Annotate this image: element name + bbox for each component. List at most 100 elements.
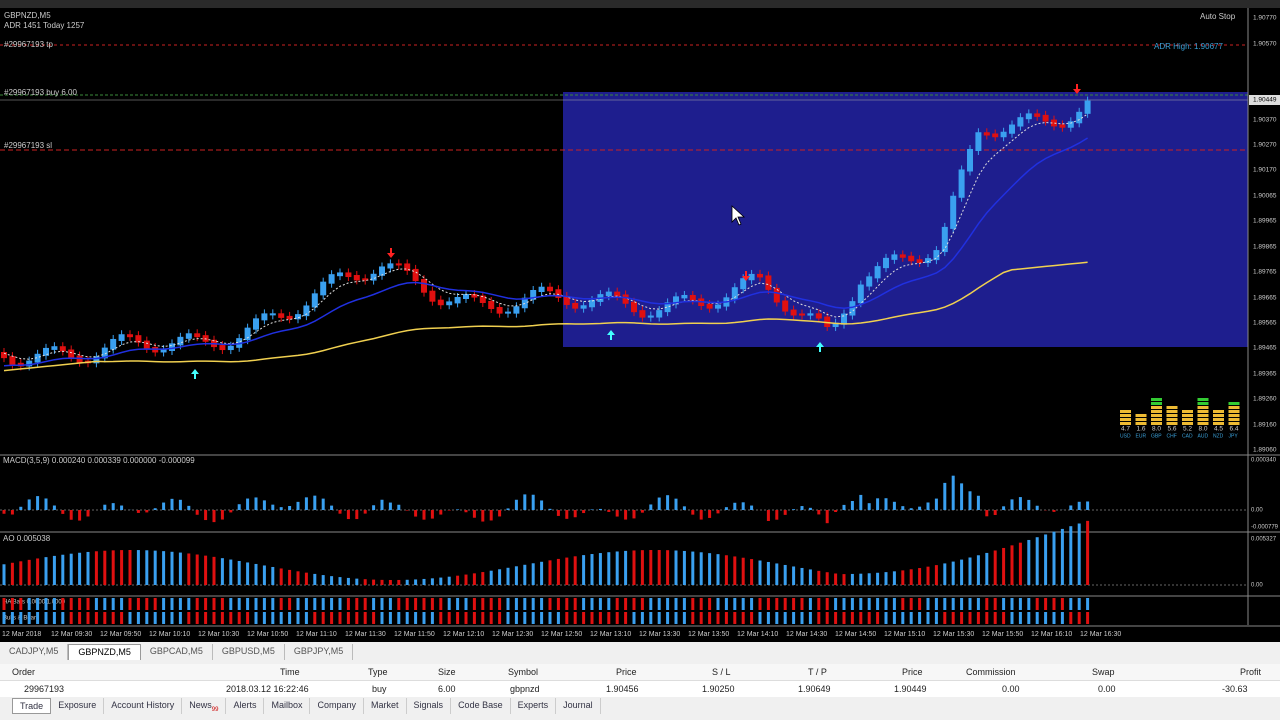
ma-fast bbox=[3, 113, 1088, 360]
buy-arrow bbox=[816, 342, 824, 352]
bottom-tab[interactable]: Code Base bbox=[451, 698, 511, 714]
ao-bar bbox=[61, 554, 65, 585]
strength-bar bbox=[1166, 410, 1178, 413]
bottom-tab[interactable]: Signals bbox=[407, 698, 452, 714]
candle bbox=[496, 307, 503, 314]
candle bbox=[370, 273, 377, 281]
candle bbox=[513, 306, 520, 314]
macd-bar bbox=[447, 510, 451, 511]
bottom-tab[interactable]: Market bbox=[364, 698, 407, 714]
ao-bar bbox=[960, 559, 964, 585]
ao-bar bbox=[120, 550, 124, 585]
bb-bar bbox=[750, 612, 754, 624]
candle bbox=[488, 300, 495, 310]
ao-bar bbox=[346, 577, 350, 585]
ao-bar bbox=[985, 552, 989, 585]
macd-bar bbox=[27, 499, 31, 510]
bottom-tab[interactable]: Experts bbox=[511, 698, 557, 714]
cell: 1.90456 bbox=[606, 684, 639, 694]
ha-bar bbox=[993, 598, 997, 610]
macd-bar bbox=[288, 506, 292, 510]
chart-tab[interactable]: GBPJPY,M5 bbox=[285, 644, 354, 660]
chart-tab[interactable]: GBPCAD,M5 bbox=[141, 644, 213, 660]
strength-bar bbox=[1213, 418, 1224, 421]
ha-bar bbox=[808, 598, 812, 610]
ha-bar bbox=[531, 598, 535, 610]
macd-label: MACD(3,5,9) 0.000240 0.000339 0.000000 -… bbox=[3, 456, 195, 465]
bb-bar bbox=[1069, 612, 1073, 624]
bb-bar bbox=[724, 612, 728, 624]
ao-bar bbox=[783, 564, 787, 585]
ao-bar bbox=[1018, 542, 1022, 585]
ao-bar bbox=[792, 566, 796, 585]
bb-bar bbox=[170, 612, 174, 624]
bb-bar bbox=[246, 612, 250, 624]
macd-axis-label: 0.00 bbox=[1251, 508, 1263, 514]
strength-bar bbox=[1166, 406, 1178, 409]
ha-bar bbox=[582, 598, 586, 610]
bottom-tab[interactable]: Trade bbox=[12, 698, 52, 714]
bb-bar bbox=[489, 612, 493, 624]
ao-axis-label: 0.005327 bbox=[1251, 537, 1277, 543]
cell: 6.00 bbox=[438, 684, 456, 694]
bottom-tab[interactable]: Company bbox=[310, 698, 365, 714]
bottom-tab[interactable]: Account History bbox=[104, 698, 183, 714]
ma-slow bbox=[3, 261, 1088, 372]
bb-bar bbox=[1035, 612, 1039, 624]
ao-bar bbox=[766, 561, 770, 585]
candle bbox=[261, 313, 268, 321]
ao-bar bbox=[170, 551, 174, 585]
macd-bar bbox=[36, 496, 40, 510]
ao-bar bbox=[1052, 531, 1056, 585]
macd-bar bbox=[69, 510, 73, 520]
ao-bar bbox=[162, 551, 166, 585]
bb-bar bbox=[960, 612, 964, 624]
table-row[interactable]: 29967193 2018.03.12 16:22:46 buy 6.00 gbpnzd… bbox=[0, 681, 1280, 697]
bottom-tab[interactable]: News99 bbox=[182, 698, 227, 714]
bb-bar bbox=[540, 612, 544, 624]
chart-tab[interactable]: GBPUSD,M5 bbox=[213, 644, 285, 660]
strength-bar bbox=[1120, 410, 1131, 413]
bb-bar bbox=[178, 612, 182, 624]
time-label: 12 Mar 2018 bbox=[2, 631, 41, 638]
macd-bar bbox=[960, 483, 964, 510]
toolbar bbox=[0, 0, 1280, 8]
ao-bar bbox=[640, 550, 644, 585]
ao-bar bbox=[758, 560, 762, 585]
bottom-tab[interactable]: Exposure bbox=[51, 698, 105, 714]
bb-bar bbox=[69, 612, 73, 624]
price-label: 1.90770 bbox=[1253, 15, 1277, 22]
macd-bar bbox=[506, 508, 510, 510]
macd-bar bbox=[279, 507, 283, 510]
bottom-tab[interactable]: Mailbox bbox=[264, 698, 311, 714]
ha-bar bbox=[1010, 598, 1014, 610]
macd-bar bbox=[439, 510, 443, 515]
ao-bar bbox=[27, 559, 31, 585]
ao-bar bbox=[548, 560, 552, 585]
cell: 0.00 bbox=[1098, 684, 1116, 694]
chart-tab[interactable]: GBPNZD,M5 bbox=[68, 644, 141, 660]
ha-bar bbox=[153, 598, 157, 610]
price-label: 1.89160 bbox=[1253, 422, 1277, 429]
bb-bar bbox=[195, 612, 199, 624]
ao-axis-label: 0.00 bbox=[1251, 583, 1263, 589]
ha-bar bbox=[229, 598, 233, 610]
bottom-tab[interactable]: Alerts bbox=[226, 698, 265, 714]
candle bbox=[530, 290, 537, 300]
bb-bar bbox=[388, 612, 392, 624]
macd-bar bbox=[178, 499, 182, 510]
column-header: Swap bbox=[1092, 667, 1115, 677]
macd-bar bbox=[380, 499, 384, 510]
ao-bar bbox=[447, 576, 451, 585]
bottom-tab[interactable]: Journal bbox=[556, 698, 601, 714]
chart-tab[interactable]: CADJPY,M5 bbox=[0, 644, 69, 660]
bb-bar bbox=[649, 612, 653, 624]
strength-bar bbox=[1213, 410, 1224, 413]
macd-bar bbox=[968, 491, 972, 510]
ha-bar bbox=[44, 598, 48, 610]
macd-bar bbox=[640, 510, 644, 513]
ao-bar bbox=[918, 568, 922, 585]
macd-bar bbox=[850, 501, 854, 510]
bb-bar bbox=[44, 612, 48, 624]
candle bbox=[118, 334, 125, 341]
